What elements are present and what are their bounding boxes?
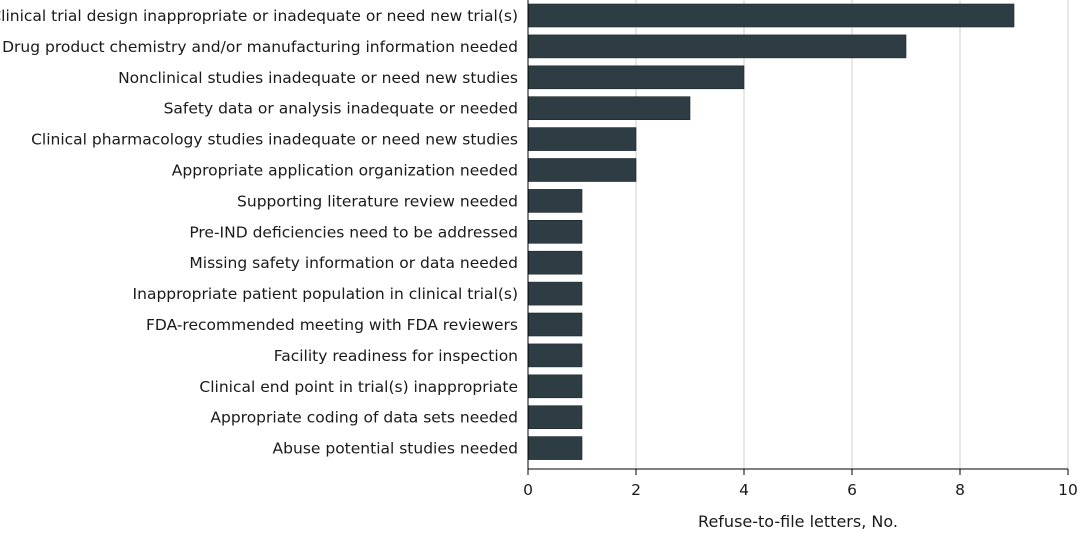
x-tick-label: 6 [847,481,857,499]
bar [527,250,583,275]
category-label: Drug product chemistry and/or manufactur… [2,38,518,56]
bar [527,158,637,182]
category-label: Abuse potential studies needed [273,440,518,458]
category-label: Safety data or analysis inadequate or ne… [164,100,518,118]
bar [527,34,907,59]
category-label: Missing safety information or data neede… [189,254,518,272]
bar [527,343,583,368]
category-labels: Clinical trial design inappropriate or i… [0,7,518,458]
category-label: Clinical pharmacology studies inadequate… [31,131,518,149]
x-tick-label: 4 [739,481,749,499]
category-label: FDA-recommended meeting with FDA reviewe… [146,316,518,334]
x-tick-label: 10 [1058,481,1078,499]
bar [527,3,1015,28]
bar [527,281,583,306]
x-tick-label: 0 [523,481,533,499]
bar [527,312,583,337]
bar [527,127,637,151]
bar [527,405,583,430]
x-tick-label: 8 [955,481,965,499]
category-label: Nonclinical studies inadequate or need n… [118,69,518,87]
bar [527,96,691,120]
bar [527,65,745,90]
category-label: Clinical trial design inappropriate or i… [0,7,518,25]
category-label: Appropriate application organization nee… [172,162,518,180]
bar [527,220,583,244]
category-label: Appropriate coding of data sets needed [210,409,518,427]
bar [527,436,583,460]
bar [527,189,583,213]
category-label: Facility readiness for inspection [274,347,518,365]
category-label: Inappropriate patient population in clin… [133,285,518,303]
bars [527,3,1015,460]
x-tick-label: 2 [631,481,641,499]
category-label: Clinical end point in trial(s) inappropr… [199,378,518,396]
category-label: Supporting literature review needed [237,192,518,210]
category-label: Pre-IND deficiencies need to be addresse… [189,223,518,241]
x-axis: 0 2 4 6 8 10 [523,0,1078,499]
x-axis-title: Refuse-to-file letters, No. [698,512,898,531]
bar [527,374,583,399]
